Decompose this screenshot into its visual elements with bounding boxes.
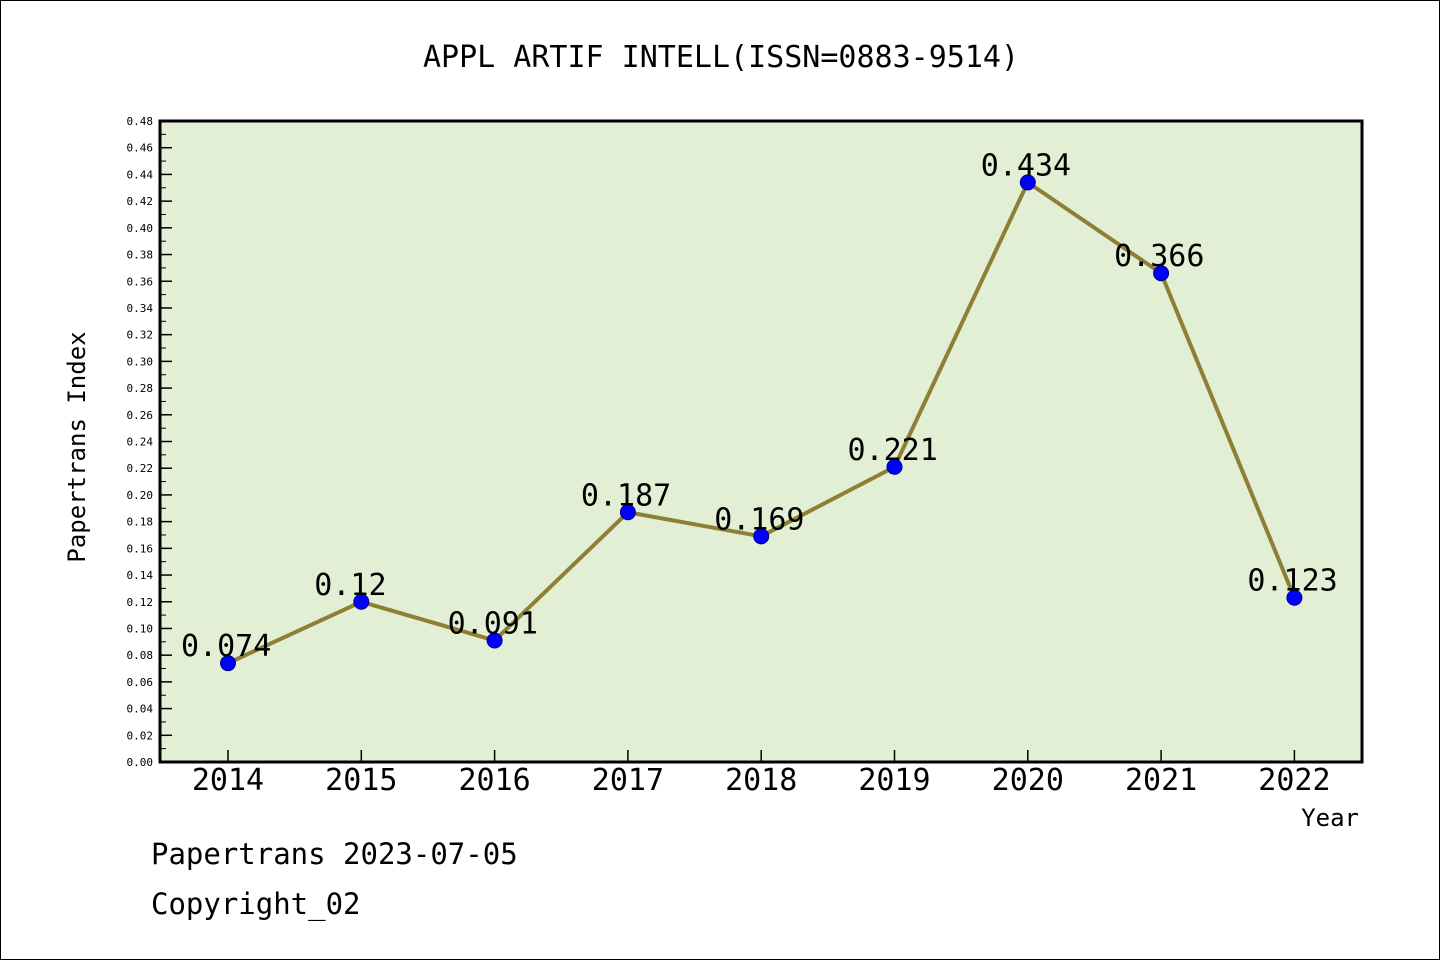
x-tick-label: 2016 xyxy=(458,763,530,798)
data-label: 0.091 xyxy=(448,606,538,641)
y-tick-label: 0.04 xyxy=(127,703,154,716)
y-tick-label: 0.18 xyxy=(127,516,154,529)
y-tick-label: 0.08 xyxy=(127,649,154,662)
y-tick-label: 0.28 xyxy=(127,382,154,395)
y-tick-label: 0.10 xyxy=(127,622,154,635)
y-tick-label: 0.00 xyxy=(127,756,154,769)
y-tick-label: 0.16 xyxy=(127,542,154,555)
footer-copyright: Copyright_02 xyxy=(151,887,361,921)
data-point xyxy=(1286,589,1303,606)
x-tick-label: 2017 xyxy=(592,763,664,798)
y-tick-label: 0.34 xyxy=(127,302,154,315)
chart-title: APPL ARTIF INTELL(ISSN=0883-9514) xyxy=(423,40,1019,75)
data-label: 0.366 xyxy=(1114,239,1204,274)
data-points xyxy=(220,174,1303,672)
y-tick-label: 0.26 xyxy=(127,409,154,422)
x-axis: 2014 2015 2016 2017 2018 2019 2020 2021 2022 xyxy=(192,750,1331,798)
data-point xyxy=(1153,265,1170,282)
data-labels: 0.074 0.12 0.091 0.187 0.169 0.221 0.434 0.366 0… xyxy=(181,148,1338,664)
data-label: 0.221 xyxy=(848,433,938,468)
x-tick-label: 2015 xyxy=(325,763,397,798)
data-label: 0.187 xyxy=(581,478,671,513)
y-tick-label: 0.44 xyxy=(127,168,154,181)
x-tick-label: 2014 xyxy=(192,763,264,798)
y-axis: 0.00 0.02 0.04 0.06 0.08 0.10 0.12 0.14 0.16 0.18… xyxy=(127,115,172,769)
data-point xyxy=(619,504,636,521)
y-tick-label: 0.46 xyxy=(127,142,154,155)
y-tick-label: 0.48 xyxy=(127,115,154,128)
data-label: 0.434 xyxy=(981,148,1071,183)
y-tick-label: 0.36 xyxy=(127,275,154,288)
data-point xyxy=(220,655,236,672)
y-tick-label: 0.06 xyxy=(127,676,154,689)
data-label: 0.074 xyxy=(181,629,271,664)
y-tick-label: 0.12 xyxy=(127,596,154,609)
x-tick-label: 2022 xyxy=(1258,763,1330,798)
y-tick-label: 0.24 xyxy=(127,436,154,449)
data-label: 0.12 xyxy=(314,568,386,603)
data-point xyxy=(886,458,903,475)
data-label: 0.123 xyxy=(1247,564,1337,599)
plot-area xyxy=(158,119,1364,764)
y-tick-label: 0.14 xyxy=(127,569,154,582)
y-tick-label: 0.42 xyxy=(127,195,154,208)
x-tick-label: 2019 xyxy=(858,763,930,798)
data-point xyxy=(753,528,770,545)
data-point xyxy=(486,632,503,649)
y-axis-label: Papertrans Index xyxy=(63,331,91,562)
y-tick-label: 0.20 xyxy=(127,489,154,502)
data-point xyxy=(353,593,370,610)
y-tick-label: 0.30 xyxy=(127,355,154,368)
y-tick-label: 0.22 xyxy=(127,462,154,475)
data-label: 0.169 xyxy=(714,502,804,537)
x-axis-label: Year xyxy=(1301,804,1359,832)
y-tick-label: 0.32 xyxy=(127,329,154,342)
data-point xyxy=(1019,174,1036,191)
y-tick-label: 0.38 xyxy=(127,249,154,262)
footer-date: Papertrans 2023-07-05 xyxy=(151,837,518,871)
x-tick-label: 2020 xyxy=(992,763,1064,798)
y-tick-label: 0.02 xyxy=(127,729,154,742)
y-tick-label: 0.40 xyxy=(127,222,154,235)
x-tick-label: 2021 xyxy=(1125,763,1197,798)
x-tick-label: 2018 xyxy=(725,763,797,798)
